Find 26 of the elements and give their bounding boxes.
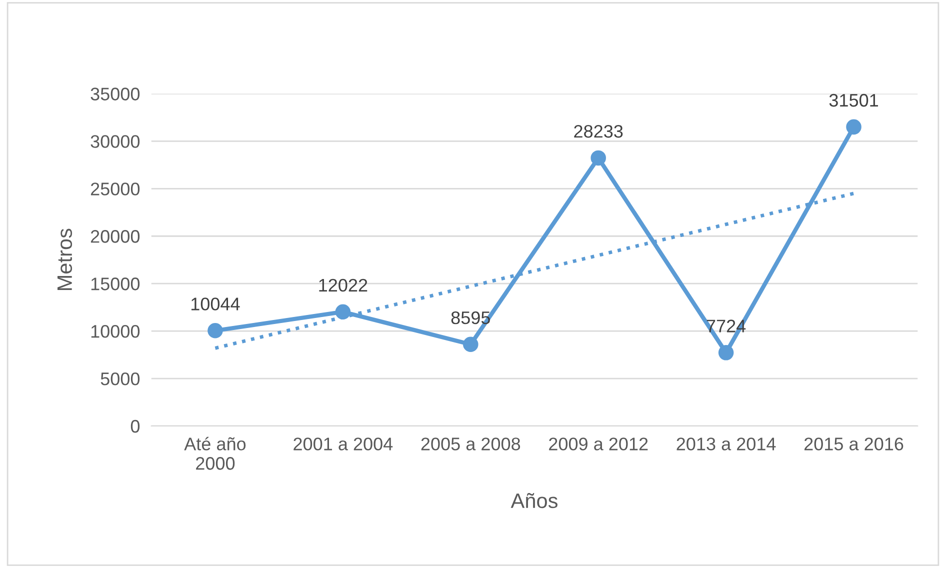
y-tick-label: 30000 [90,135,140,148]
x-tick-label: 2015 a 2016 [804,438,904,450]
y-axis-title: Metros [58,228,72,290]
y-tick-label: 15000 [91,278,140,290]
y-tick-label: 0 [130,420,140,433]
data-label: 10044 [191,298,240,310]
data-label: 31501 [829,94,878,107]
y-tick-label: 35000 [90,88,140,100]
point [335,304,351,320]
y-tick-label: 20000 [90,230,140,243]
x-axis-title: Años [510,492,558,508]
y-tick-label: 10000 [91,324,140,338]
y-tick-label: 5000 [100,372,140,386]
x-tick-label: Até año 2000 [184,436,246,470]
x-tick-label: 2013 a 2014 [676,438,776,450]
point [208,323,223,338]
x-tick-label: 2005 a 2008 [421,438,520,450]
x-tick-label: 2001 a 2004 [294,438,393,450]
data-label: 28233 [574,124,623,138]
point [590,150,606,166]
x-tick-label: 2009 a 2012 [549,438,648,450]
point [846,119,862,135]
point [462,336,478,352]
data-label: 12022 [319,278,368,292]
y-tick-label: 25000 [90,182,140,196]
point [718,345,734,360]
